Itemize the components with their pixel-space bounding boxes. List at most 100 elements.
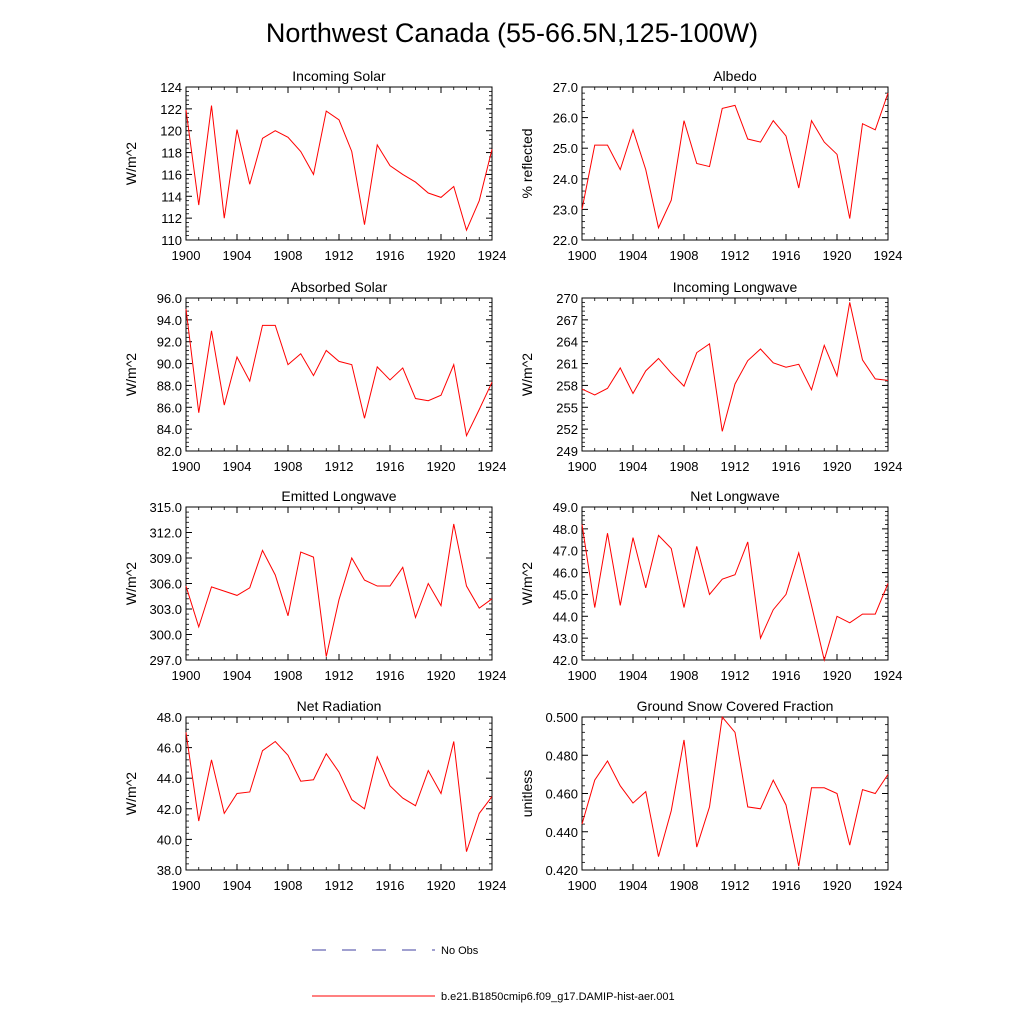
panel-net-radiation: Net Radiation 1900 1904 1908 1912 1916 1920 192… bbox=[123, 698, 506, 893]
panel-title: Incoming Longwave bbox=[673, 279, 798, 295]
y-axis-label: W/m^2 bbox=[123, 142, 139, 185]
series-line-model bbox=[581, 302, 889, 432]
x-tick-label: 1916 bbox=[772, 668, 801, 683]
y-axis-label: W/m^2 bbox=[519, 562, 535, 605]
legend-label-obs: No Obs bbox=[441, 945, 479, 957]
y-tick-label: 84.0 bbox=[157, 422, 182, 437]
y-tick-label: 309.0 bbox=[149, 551, 182, 566]
y-tick-label: 26.0 bbox=[553, 111, 578, 126]
y-tick-label: 252 bbox=[556, 422, 578, 437]
y-tick-label: 44.0 bbox=[553, 609, 578, 624]
series-line-model bbox=[185, 105, 493, 232]
y-tick-label: 94.0 bbox=[157, 313, 182, 328]
x-tick-label: 1904 bbox=[223, 248, 252, 263]
y-tick-label: 46.0 bbox=[553, 566, 578, 581]
panel-ground-snow-covered-fraction: Ground Snow Covered Fraction 1900 1904 1908… bbox=[519, 698, 902, 893]
y-tick-label: 92.0 bbox=[157, 335, 182, 350]
x-tick-label: 1908 bbox=[670, 248, 699, 263]
y-tick-label: 40.0 bbox=[157, 832, 182, 847]
plot-frame bbox=[581, 506, 889, 661]
y-tick-label: 49.0 bbox=[553, 500, 578, 515]
y-axis-label: W/m^2 bbox=[519, 353, 535, 396]
y-tick-label: 46.0 bbox=[157, 741, 182, 756]
x-tick-label: 1900 bbox=[568, 878, 597, 893]
x-tick-label: 1908 bbox=[274, 248, 303, 263]
panel-emitted-longwave: Emitted Longwave 1900 1904 1908 1912 1916 1920… bbox=[123, 488, 506, 683]
x-tick-label: 1912 bbox=[325, 878, 354, 893]
y-axis-label: W/m^2 bbox=[123, 353, 139, 396]
x-tick-label: 1924 bbox=[874, 668, 903, 683]
series-line-model bbox=[185, 308, 493, 438]
y-tick-label: 116 bbox=[161, 167, 182, 182]
x-tick-label: 1924 bbox=[478, 668, 507, 683]
x-tick-label: 1904 bbox=[223, 459, 252, 474]
x-tick-label: 1924 bbox=[874, 248, 903, 263]
x-tick-label: 1904 bbox=[619, 459, 648, 474]
x-tick-label: 1912 bbox=[325, 248, 354, 263]
y-tick-label: 96.0 bbox=[157, 291, 182, 306]
y-tick-label: 120 bbox=[160, 124, 182, 139]
y-tick-label: 114 bbox=[161, 189, 182, 204]
x-tick-label: 1920 bbox=[427, 248, 456, 263]
panel-title: Emitted Longwave bbox=[281, 488, 396, 504]
x-tick-label: 1920 bbox=[823, 878, 852, 893]
y-tick-label: 258 bbox=[556, 378, 578, 393]
y-tick-label: 261 bbox=[556, 357, 578, 372]
x-tick-label: 1912 bbox=[721, 668, 750, 683]
series-line-model bbox=[185, 732, 493, 852]
plot-frame bbox=[185, 716, 493, 871]
x-tick-label: 1916 bbox=[376, 668, 405, 683]
x-tick-label: 1912 bbox=[325, 459, 354, 474]
y-tick-label: 24.0 bbox=[553, 172, 578, 187]
x-tick-label: 1916 bbox=[376, 878, 405, 893]
x-tick-label: 1900 bbox=[172, 878, 201, 893]
series-line-model bbox=[581, 92, 889, 230]
x-tick-label: 1912 bbox=[721, 248, 750, 263]
x-tick-label: 1900 bbox=[172, 248, 201, 263]
y-tick-label: 0.480 bbox=[545, 748, 578, 763]
panel-title: Incoming Solar bbox=[292, 68, 386, 84]
x-tick-label: 1920 bbox=[427, 878, 456, 893]
y-tick-label: 0.500 bbox=[545, 710, 578, 725]
x-tick-label: 1908 bbox=[670, 668, 699, 683]
x-tick-label: 1916 bbox=[772, 248, 801, 263]
panel-title: Albedo bbox=[713, 68, 757, 84]
panel-title: Absorbed Solar bbox=[291, 279, 388, 295]
y-tick-label: 48.0 bbox=[157, 710, 182, 725]
x-tick-label: 1904 bbox=[223, 668, 252, 683]
x-tick-label: 1912 bbox=[721, 459, 750, 474]
x-tick-label: 1904 bbox=[619, 668, 648, 683]
y-axis-label: % reflected bbox=[519, 128, 535, 198]
x-tick-label: 1924 bbox=[478, 248, 507, 263]
x-tick-label: 1924 bbox=[478, 878, 507, 893]
panel-title: Net Longwave bbox=[690, 488, 780, 504]
x-tick-label: 1916 bbox=[772, 878, 801, 893]
y-tick-label: 43.0 bbox=[553, 631, 578, 646]
x-tick-label: 1924 bbox=[478, 459, 507, 474]
plot-frame bbox=[581, 297, 889, 452]
x-tick-label: 1904 bbox=[223, 878, 252, 893]
y-tick-label: 300.0 bbox=[149, 628, 182, 643]
y-tick-label: 38.0 bbox=[157, 863, 182, 878]
y-tick-label: 45.0 bbox=[553, 587, 578, 602]
x-tick-label: 1908 bbox=[670, 878, 699, 893]
y-tick-label: 0.460 bbox=[545, 787, 578, 802]
x-tick-label: 1916 bbox=[772, 459, 801, 474]
x-tick-label: 1920 bbox=[823, 248, 852, 263]
y-axis-label: W/m^2 bbox=[123, 562, 139, 605]
series-line-model bbox=[581, 715, 889, 867]
x-tick-label: 1900 bbox=[172, 668, 201, 683]
y-tick-label: 110 bbox=[161, 233, 182, 248]
y-tick-label: 315.0 bbox=[149, 500, 182, 515]
panel-title: Net Radiation bbox=[297, 698, 382, 714]
y-tick-label: 90.0 bbox=[157, 357, 182, 372]
y-tick-label: 270 bbox=[556, 291, 578, 306]
series-line-model bbox=[581, 524, 889, 662]
y-tick-label: 312.0 bbox=[149, 526, 182, 541]
panel-incoming-longwave: Incoming Longwave 1900 1904 1908 1912 1916 192… bbox=[519, 279, 902, 474]
legend-item-obs: No Obs bbox=[312, 945, 479, 957]
y-tick-label: 23.0 bbox=[553, 202, 578, 217]
x-tick-label: 1912 bbox=[721, 878, 750, 893]
plot-frame bbox=[581, 86, 889, 241]
y-tick-label: 0.440 bbox=[545, 825, 578, 840]
